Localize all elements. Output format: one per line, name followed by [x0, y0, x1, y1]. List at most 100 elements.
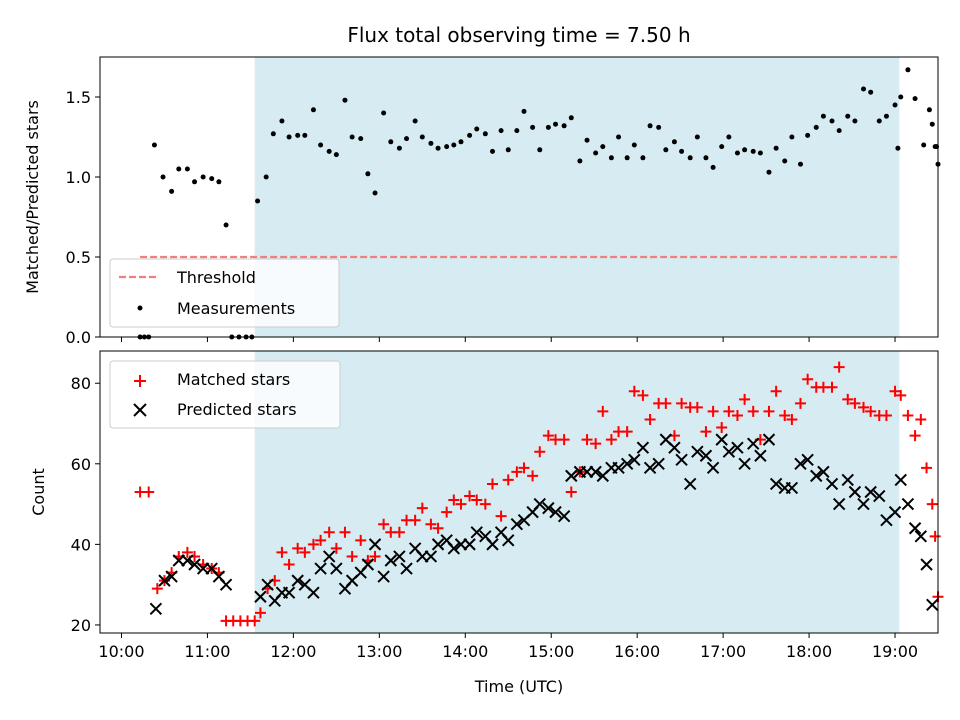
- matched-point: [558, 434, 570, 446]
- predicted-point: [848, 485, 862, 499]
- measurement-point: [514, 128, 520, 134]
- x-tick-label: 10:00: [98, 642, 144, 661]
- matched-point: [802, 373, 814, 385]
- predicted-points: [149, 433, 939, 616]
- predicted-point: [463, 538, 476, 551]
- predicted-point: [510, 518, 524, 531]
- measurement-point: [710, 164, 716, 170]
- matched-point: [479, 498, 491, 510]
- predicted-point: [894, 473, 907, 487]
- matched-point: [441, 506, 453, 518]
- measurement-point: [467, 132, 473, 138]
- predicted-point: [825, 477, 839, 491]
- measurement-point: [876, 118, 882, 124]
- measurement-point: [584, 137, 590, 143]
- matched-point: [378, 518, 390, 530]
- measurement-point: [577, 158, 583, 164]
- measurement-point: [474, 126, 480, 132]
- matched-point: [716, 422, 728, 434]
- measurement-point: [836, 128, 842, 134]
- matched-point: [597, 405, 609, 417]
- matched-point: [464, 490, 476, 502]
- y-tick-label: 0.0: [66, 328, 91, 347]
- predicted-point: [165, 570, 178, 583]
- predicted-point: [384, 554, 398, 567]
- predicted-point: [377, 570, 390, 583]
- matched-point: [502, 474, 514, 486]
- y-tick-label: 80: [71, 374, 91, 393]
- shaded-observing-window: [254, 351, 900, 633]
- measurement-point: [302, 132, 308, 138]
- measurement-point: [184, 166, 190, 172]
- measurement-point: [458, 139, 464, 145]
- predicted-point: [908, 522, 922, 535]
- shaded-observing-window: [254, 57, 900, 337]
- bottom-legend-box: [109, 360, 341, 429]
- bottom-y-ticks: 20 40 60 80: [71, 374, 100, 635]
- matched-point: [534, 446, 546, 458]
- predicted-point: [261, 578, 274, 591]
- predicted-point: [158, 574, 171, 587]
- predicted-point: [699, 449, 713, 462]
- matched-point: [842, 393, 854, 405]
- predicted-point: [282, 586, 296, 599]
- measurement-point: [766, 169, 772, 175]
- predicted-point: [368, 538, 382, 551]
- measurement-point: [381, 110, 387, 116]
- legend-measurements-label: Measurements: [177, 299, 295, 318]
- measurement-point: [521, 108, 527, 114]
- matched-point: [676, 397, 688, 409]
- measurement-point: [388, 139, 394, 145]
- measurement-point: [929, 121, 935, 127]
- x-tick-label: 17:00: [700, 642, 746, 661]
- measurement-point: [209, 176, 215, 182]
- matched-point: [346, 550, 358, 562]
- bottom-plot-frame: [99, 350, 939, 634]
- measurement-point: [926, 107, 932, 113]
- x-tick-label: 19:00: [872, 642, 918, 661]
- top-x-ticks: [120, 337, 896, 342]
- matched-point: [448, 494, 460, 506]
- matched-point: [865, 405, 877, 417]
- measurement-point: [703, 155, 709, 161]
- top-plot-frame: [99, 56, 939, 338]
- measurement-point: [530, 124, 536, 130]
- measurement-point: [318, 142, 324, 148]
- predicted-point: [857, 497, 870, 511]
- matched-point: [542, 430, 554, 442]
- predicted-point: [181, 554, 194, 567]
- predicted-point: [769, 477, 783, 491]
- measurement-point: [396, 145, 402, 151]
- predicted-point: [801, 453, 814, 466]
- matched-point: [416, 502, 428, 514]
- measurement-point: [372, 190, 378, 196]
- measurement-point: [663, 147, 669, 153]
- y-tick-label: 1.5: [66, 88, 91, 107]
- x-tick-label: 14:00: [442, 642, 488, 661]
- measurement-point: [789, 134, 795, 140]
- predicted-point: [149, 602, 163, 616]
- matched-point: [292, 542, 304, 554]
- predicted-point: [715, 433, 728, 446]
- measurement-point: [333, 152, 339, 158]
- measurement-point: [593, 150, 599, 156]
- matched-point: [895, 389, 907, 401]
- measurement-point: [489, 148, 495, 154]
- measurement-point: [169, 188, 175, 194]
- y-tick-label: 20: [71, 616, 91, 635]
- predicted-point: [188, 558, 201, 571]
- matched-point: [455, 498, 467, 510]
- measurement-point: [419, 134, 425, 140]
- matched-point: [644, 413, 656, 425]
- x-tick-label: 15:00: [528, 642, 574, 661]
- matched-point: [723, 405, 735, 417]
- predicted-point: [361, 558, 375, 571]
- x-axis-label: Time (UTC): [474, 677, 563, 696]
- measurement-point: [861, 86, 867, 92]
- measurement-point: [263, 174, 269, 180]
- measurement-point: [561, 123, 567, 129]
- matched-point: [707, 405, 719, 417]
- matched-point: [527, 470, 539, 482]
- predicted-point: [330, 562, 343, 575]
- measurement-point: [687, 155, 693, 161]
